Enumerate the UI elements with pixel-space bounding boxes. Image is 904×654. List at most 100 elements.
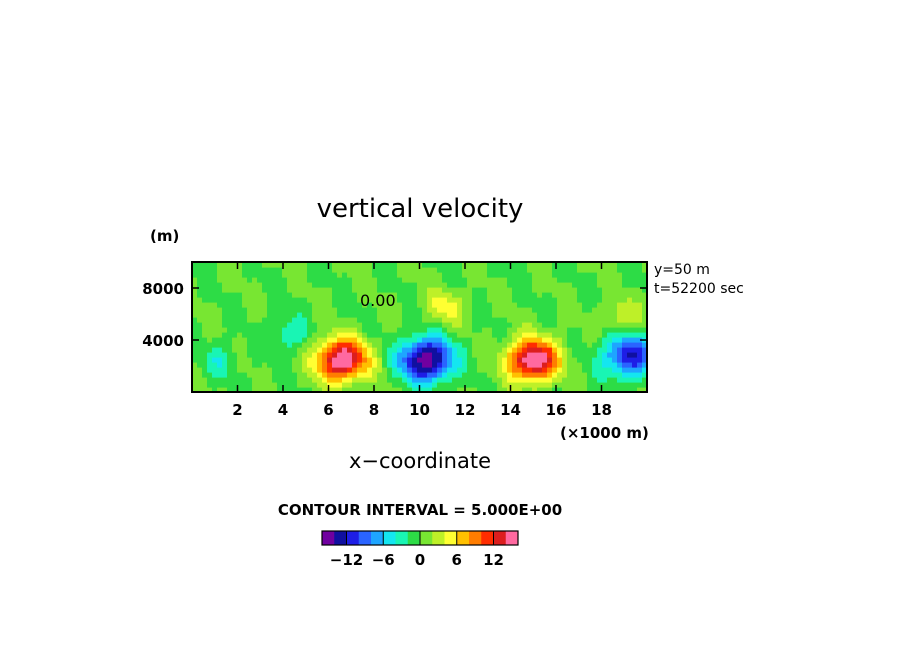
field-cell xyxy=(637,327,643,333)
field-cell xyxy=(322,332,328,338)
field-cell xyxy=(527,317,533,323)
field-cell xyxy=(452,292,458,298)
field-cell xyxy=(442,362,448,368)
field-cell xyxy=(477,287,483,293)
field-cell xyxy=(372,297,378,303)
field-cell xyxy=(407,307,413,313)
field-cell xyxy=(392,332,398,338)
field-cell xyxy=(382,327,388,333)
field-cell xyxy=(447,287,453,293)
field-cell xyxy=(452,267,458,273)
field-cell xyxy=(477,272,483,278)
field-cell xyxy=(462,362,468,368)
field-cell xyxy=(332,277,338,283)
field-cell xyxy=(452,317,458,323)
field-cell xyxy=(442,292,448,298)
field-cell xyxy=(287,267,293,273)
field-cell xyxy=(472,342,478,348)
field-cell xyxy=(312,312,318,318)
field-cell xyxy=(367,382,373,388)
field-cell xyxy=(367,297,373,303)
field-cell xyxy=(317,327,323,333)
field-cell xyxy=(257,362,263,368)
field-cell xyxy=(612,342,618,348)
field-cell xyxy=(617,382,623,388)
field-cell xyxy=(427,342,433,348)
field-cell xyxy=(582,317,588,323)
field-cell xyxy=(357,307,363,313)
field-cell xyxy=(537,282,543,288)
field-cell xyxy=(322,317,328,323)
field-cell xyxy=(242,357,248,363)
field-cell xyxy=(452,347,458,353)
field-cell xyxy=(407,312,413,318)
field-cell xyxy=(542,267,548,273)
field-cell xyxy=(442,367,448,373)
field-cell xyxy=(232,287,238,293)
field-cell xyxy=(232,352,238,358)
field-cell xyxy=(612,277,618,283)
field-cell xyxy=(337,337,343,343)
field-cell xyxy=(512,292,518,298)
field-cell xyxy=(612,322,618,328)
field-cell xyxy=(367,362,373,368)
field-cell xyxy=(527,372,533,378)
field-cell xyxy=(407,322,413,328)
field-cell xyxy=(347,312,353,318)
field-cell xyxy=(357,287,363,293)
field-cell xyxy=(307,357,313,363)
field-cell xyxy=(612,377,618,383)
field-cell xyxy=(562,362,568,368)
field-cell xyxy=(222,357,228,363)
field-cell xyxy=(382,267,388,273)
field-cell xyxy=(442,317,448,323)
field-cell xyxy=(572,337,578,343)
field-cell xyxy=(507,267,513,273)
field-cell xyxy=(602,347,608,353)
field-cell xyxy=(562,287,568,293)
field-cell xyxy=(287,277,293,283)
field-cell xyxy=(637,287,643,293)
field-cell xyxy=(367,322,373,328)
field-cell xyxy=(467,332,473,338)
field-cell xyxy=(332,367,338,373)
field-cell xyxy=(347,377,353,383)
field-cell xyxy=(552,332,558,338)
field-cell xyxy=(287,322,293,328)
field-cell xyxy=(552,372,558,378)
field-cell xyxy=(322,282,328,288)
field-cell xyxy=(292,387,298,393)
field-cell xyxy=(362,387,368,393)
field-cell xyxy=(572,372,578,378)
field-cell xyxy=(502,372,508,378)
field-cell xyxy=(637,362,643,368)
field-cell xyxy=(532,327,538,333)
field-cell xyxy=(432,387,438,393)
field-cell xyxy=(607,267,613,273)
field-cell xyxy=(422,272,428,278)
field-cell xyxy=(592,382,598,388)
field-cell xyxy=(352,347,358,353)
field-cell xyxy=(197,327,203,333)
colorbar-tick-label: −6 xyxy=(372,551,395,569)
field-cell xyxy=(597,347,603,353)
field-cell xyxy=(292,357,298,363)
field-cell xyxy=(367,267,373,273)
field-cell xyxy=(457,267,463,273)
field-cell xyxy=(297,372,303,378)
field-cell xyxy=(272,262,278,268)
field-cell xyxy=(382,262,388,268)
field-cell xyxy=(192,262,198,268)
field-cell xyxy=(192,352,198,358)
field-cell xyxy=(342,332,348,338)
field-cell xyxy=(207,327,213,333)
field-cell xyxy=(502,362,508,368)
field-cell xyxy=(567,267,573,273)
field-cell xyxy=(617,327,623,333)
field-cell xyxy=(192,357,198,363)
x-tick-label: 6 xyxy=(323,401,333,419)
field-cell xyxy=(457,297,463,303)
field-cell xyxy=(627,272,633,278)
field-cell xyxy=(567,332,573,338)
field-cell xyxy=(387,317,393,323)
